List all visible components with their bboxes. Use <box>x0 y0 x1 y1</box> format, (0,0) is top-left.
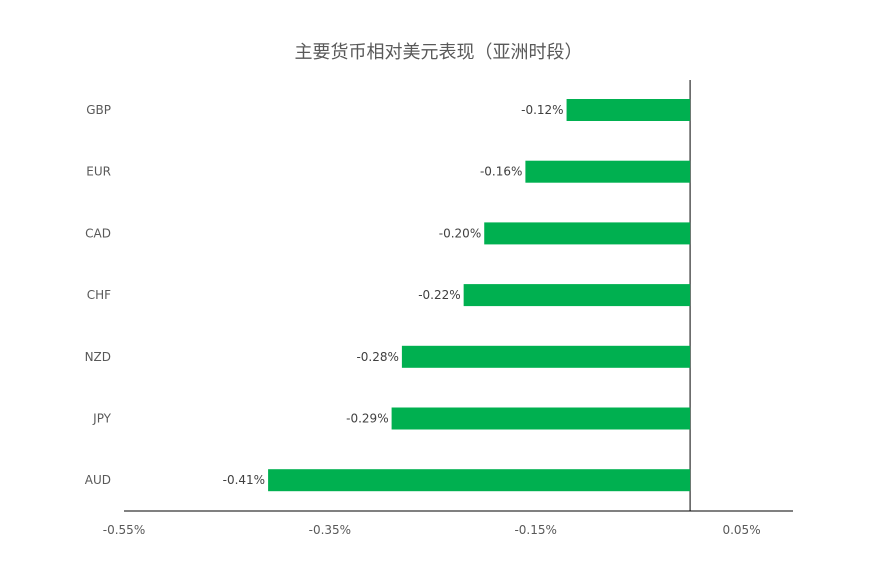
data-label: -0.12% <box>521 103 563 117</box>
category-label: GBP <box>86 103 111 117</box>
data-label: -0.22% <box>418 288 460 302</box>
data-label: -0.28% <box>356 350 398 364</box>
category-label: NZD <box>85 350 111 364</box>
x-tick-label: -0.55% <box>103 523 145 537</box>
bar-jpy <box>391 407 691 430</box>
bar-gbp <box>566 99 691 121</box>
x-tick-label: -0.15% <box>514 523 556 537</box>
category-label: CHF <box>87 288 111 302</box>
bar-aud <box>268 469 691 492</box>
category-label: JPY <box>92 412 112 426</box>
x-tick-label: 0.05% <box>722 523 760 537</box>
bar-eur <box>525 160 691 183</box>
data-label: -0.29% <box>346 412 388 426</box>
data-label: -0.16% <box>480 165 522 179</box>
data-label: -0.41% <box>223 473 265 487</box>
data-label: -0.20% <box>439 226 481 240</box>
bar-chf <box>463 284 691 307</box>
category-label: EUR <box>86 165 111 179</box>
x-tick-label: -0.35% <box>309 523 351 537</box>
chart-title: 主要货币相对美元表现（亚洲时段） <box>294 42 583 63</box>
category-label: CAD <box>85 226 111 240</box>
bar-cad <box>484 222 691 245</box>
bar-nzd <box>401 345 691 368</box>
category-label: AUD <box>85 473 111 487</box>
